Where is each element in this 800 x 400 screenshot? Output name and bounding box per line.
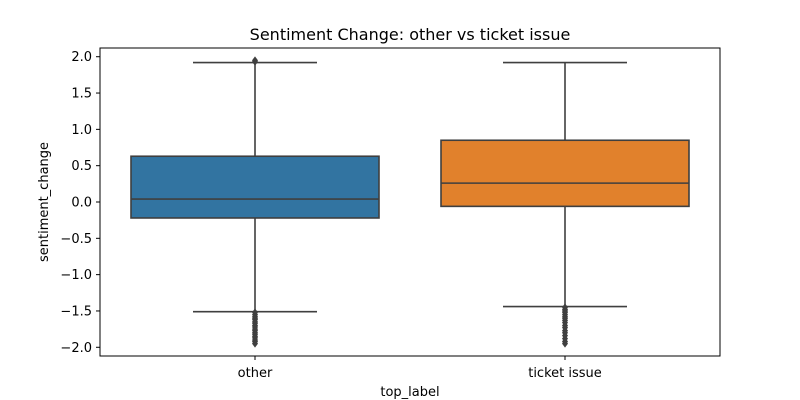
box (130, 155, 380, 219)
y-tick-label: 1.5 (71, 87, 92, 102)
y-tick-label: −2.0 (60, 341, 92, 356)
outlier-point (252, 339, 258, 348)
y-tick-label: 2.0 (71, 50, 92, 65)
box (440, 139, 690, 208)
y-tick-label: −1.5 (60, 304, 92, 319)
box-group-1 (440, 61, 690, 348)
y-tick-label: −1.0 (60, 268, 92, 283)
x-tick-label: ticket issue (528, 366, 602, 381)
outlier-point (252, 56, 258, 65)
y-axis-label: sentiment_change (37, 142, 52, 262)
y-tick-label: 1.0 (71, 123, 92, 138)
x-axis-label: top_label (380, 385, 439, 400)
plot-area (130, 56, 690, 348)
y-tick-label: 0.5 (71, 159, 92, 174)
y-tick-label: −0.5 (60, 232, 92, 247)
chart-title: Sentiment Change: other vs ticket issue (250, 25, 571, 44)
axes: −2.0 −1.5 −1.0 −0.5 0.0 0.5 1.0 1.5 2.0 other tick… (60, 50, 601, 381)
outlier-point (562, 339, 568, 348)
y-tick-label: 0.0 (71, 196, 92, 211)
box-group-0 (130, 56, 380, 348)
x-tick-label: other (238, 366, 273, 381)
